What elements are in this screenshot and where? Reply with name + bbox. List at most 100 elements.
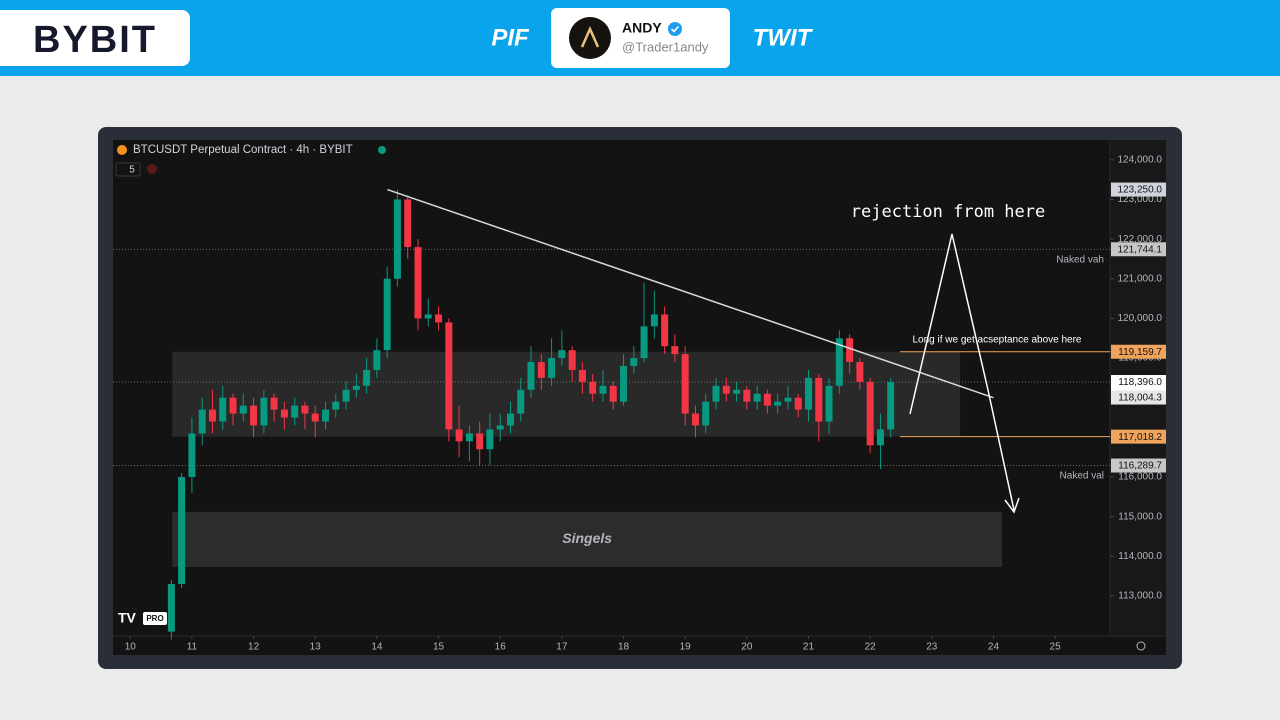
candle-body xyxy=(507,413,515,426)
candle-body xyxy=(167,584,175,632)
annotation-rejection: rejection from here xyxy=(851,202,1045,222)
badge-box xyxy=(115,162,141,177)
level-label-box xyxy=(1111,458,1166,473)
candle-body xyxy=(383,278,391,351)
level-label-box xyxy=(1111,375,1166,390)
candle-body xyxy=(311,413,319,422)
x-tick-label: 25 xyxy=(1050,642,1062,653)
candle-body xyxy=(681,354,689,414)
pro-box xyxy=(143,612,167,625)
left-tag: PIF xyxy=(491,24,530,51)
candle-body xyxy=(558,350,566,359)
candle-body xyxy=(239,405,247,414)
x-tick-label: 12 xyxy=(248,642,260,653)
chart-title: BTCUSDT Perpetual Contract · 4h · BYBIT xyxy=(133,144,353,156)
y-tick-label: 114,000.0 xyxy=(1118,551,1162,562)
badge: 5 xyxy=(129,165,135,176)
candle-body xyxy=(661,314,669,347)
candle-body xyxy=(393,199,401,279)
candle-body xyxy=(229,397,237,414)
singles-label: Singels xyxy=(562,530,612,546)
profile-name: ANDY xyxy=(622,20,662,36)
candle-body xyxy=(599,385,607,394)
candle-body xyxy=(496,425,504,430)
candle-body xyxy=(260,397,268,426)
logo-card xyxy=(0,10,190,66)
x-tick-label: 19 xyxy=(680,642,692,653)
avatar-icon xyxy=(580,25,600,48)
candle-body xyxy=(332,401,340,410)
candle-body xyxy=(280,409,288,418)
x-tick-label: 23 xyxy=(926,642,938,653)
y-tick-label: 120,000.0 xyxy=(1118,313,1163,324)
candle-body xyxy=(887,382,895,430)
x-tick-label: 15 xyxy=(433,642,445,653)
level-label: 118,004.3 xyxy=(1118,393,1162,404)
candle-body xyxy=(794,397,802,410)
y-tick-label: 123,000.0 xyxy=(1118,194,1163,205)
candle-body xyxy=(404,199,412,248)
symbol-icon xyxy=(117,145,127,155)
candle-body xyxy=(455,429,463,442)
level-label: 117,018.2 xyxy=(1118,432,1162,443)
profile-handle: @Trader1andy xyxy=(622,39,709,54)
arrow-path xyxy=(909,233,989,415)
x-tick-label: 17 xyxy=(556,642,568,653)
y-tick-label: 122,000.0 xyxy=(1118,234,1163,245)
x-tick-label: 20 xyxy=(741,642,753,653)
y-tick-label: 115,000.0 xyxy=(1118,511,1162,522)
candle-body xyxy=(640,326,648,359)
candle-body xyxy=(589,381,597,394)
x-tick-label: 22 xyxy=(865,642,877,653)
candle-body xyxy=(476,433,484,450)
status-dot xyxy=(378,146,386,154)
candle-body xyxy=(291,405,299,418)
annotation-long: Long if we get acseptance above here xyxy=(912,335,1081,346)
x-tick-label: 13 xyxy=(310,642,322,653)
y-tick-label: 124,000.0 xyxy=(1118,154,1163,165)
candle-body xyxy=(815,377,823,422)
candle-body xyxy=(517,389,525,414)
candle-body xyxy=(825,385,833,422)
x-tick-label: 16 xyxy=(495,642,507,653)
candle-body xyxy=(568,350,576,370)
y-tick-label: 121,000.0 xyxy=(1118,273,1163,284)
candle-body xyxy=(548,358,556,378)
candle-body xyxy=(445,322,453,430)
candle-body xyxy=(784,397,792,402)
candle-body xyxy=(702,401,710,426)
candle-body xyxy=(650,314,658,327)
candle-body xyxy=(578,369,586,382)
candle-body xyxy=(630,358,638,366)
candle-body xyxy=(712,385,720,402)
candle-body xyxy=(363,369,371,386)
candle-body xyxy=(373,350,381,370)
x-tick-label: 18 xyxy=(618,642,630,653)
level-label-box xyxy=(1111,344,1166,359)
candle-body xyxy=(527,362,535,390)
level-label: 118,396.0 xyxy=(1118,377,1162,388)
candle-body xyxy=(856,362,864,382)
candle-body xyxy=(465,433,473,442)
level-label: 119,159.7 xyxy=(1118,347,1162,358)
logo: BYBIT xyxy=(33,19,157,61)
candle-body xyxy=(486,429,494,450)
settings-icon xyxy=(1136,641,1146,651)
level-label: 116,289.7 xyxy=(1118,461,1162,472)
arrow-shaft xyxy=(987,389,1015,511)
candle-body xyxy=(846,338,854,363)
level-label-box xyxy=(1111,390,1166,405)
candle-body xyxy=(876,429,884,446)
candle-body xyxy=(804,377,812,410)
x-tick-label: 10 xyxy=(125,642,137,653)
candle-body xyxy=(691,413,699,426)
avatar xyxy=(569,17,611,59)
annotation-vah: Naked vah xyxy=(1056,255,1104,266)
x-tick-label: 21 xyxy=(803,642,815,653)
candle-body xyxy=(763,393,771,406)
level-label-box xyxy=(1111,182,1166,197)
candle-body xyxy=(774,401,782,406)
level-label: 123,250.0 xyxy=(1118,185,1163,196)
